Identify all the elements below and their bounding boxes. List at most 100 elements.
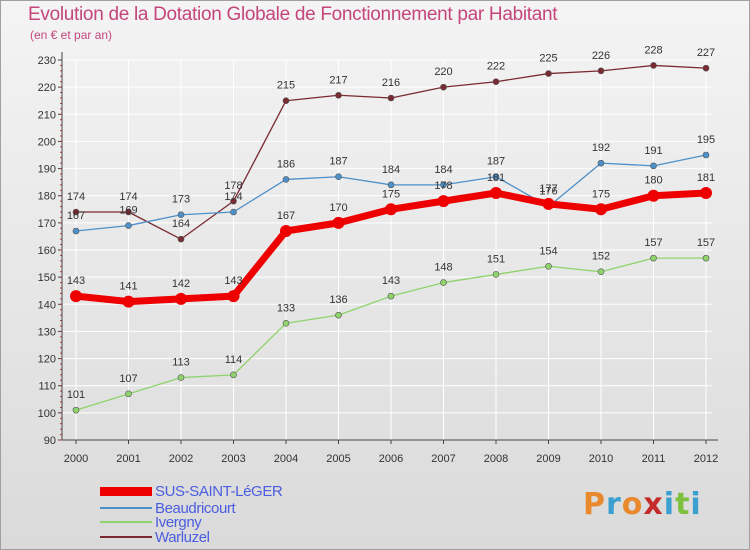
data-point — [72, 227, 80, 235]
data-point — [545, 262, 552, 270]
data-point — [650, 254, 657, 262]
y-tick-label: 150 — [38, 272, 56, 284]
data-label: 175 — [592, 188, 610, 200]
data-point — [230, 208, 237, 216]
logo-letter: P — [583, 487, 606, 522]
data-label: 167 — [277, 210, 295, 222]
data-label: 154 — [539, 245, 557, 257]
y-tick-label: 90 — [44, 435, 56, 447]
data-point — [72, 208, 80, 216]
x-tick-label: 2006 — [379, 453, 403, 465]
x-tick-label: 2000 — [64, 453, 88, 465]
x-tick-label: 2002 — [169, 453, 193, 465]
data-point — [280, 225, 292, 237]
legend-item-beaudricourt: Beaudricourt — [100, 499, 236, 517]
data-label: 148 — [434, 262, 452, 274]
x-tick-label: 2012 — [694, 453, 718, 465]
data-label: 141 — [119, 281, 137, 293]
data-point — [122, 295, 135, 308]
y-tick-label: 130 — [38, 326, 56, 338]
x-tick-label: 2011 — [642, 453, 666, 465]
x-tick-label: 2007 — [431, 453, 455, 465]
data-point — [175, 292, 187, 305]
data-label: 164 — [172, 218, 190, 230]
data-label: 167 — [67, 210, 85, 222]
x-tick-label: 2005 — [326, 453, 350, 465]
data-label: 143 — [382, 275, 400, 287]
data-label: 186 — [277, 158, 295, 170]
data-label: 184 — [382, 164, 400, 176]
data-point — [177, 235, 185, 243]
y-tick-label: 200 — [38, 136, 56, 148]
data-point — [647, 189, 660, 202]
data-point — [702, 64, 710, 72]
y-tick-label: 120 — [38, 354, 56, 366]
data-label: 152 — [592, 251, 610, 263]
data-label: 114 — [225, 354, 243, 366]
data-point — [440, 83, 447, 91]
data-label: 181 — [697, 172, 715, 184]
chart-title: Evolution de la Dotation Globale de Fonc… — [28, 4, 558, 25]
data-point — [230, 197, 237, 205]
data-point — [597, 67, 605, 75]
data-label: 169 — [119, 205, 137, 217]
data-point — [387, 181, 395, 189]
data-point — [230, 371, 237, 379]
legend-item-ivergny: Ivergny — [100, 513, 202, 531]
data-label: 101 — [67, 389, 85, 401]
data-label: 157 — [644, 237, 662, 249]
x-tick-label: 2009 — [536, 453, 560, 465]
y-tick-label: 100 — [38, 408, 56, 420]
y-tick-label: 180 — [38, 191, 56, 203]
data-point — [650, 162, 657, 170]
data-label: 228 — [644, 44, 662, 56]
legend-swatch — [100, 536, 152, 538]
data-point — [385, 203, 397, 216]
data-point — [597, 159, 605, 167]
data-point — [542, 197, 555, 210]
data-label: 170 — [329, 202, 347, 214]
data-point — [332, 216, 345, 229]
legend-label: Warluzel — [155, 528, 210, 546]
logo-letter: t — [675, 487, 691, 522]
data-point — [125, 222, 132, 229]
data-point — [282, 176, 290, 183]
data-label: 143 — [67, 275, 85, 287]
data-label: 184 — [434, 164, 452, 176]
data-point — [227, 290, 240, 303]
data-point — [437, 195, 450, 208]
logo-letter: r — [606, 487, 622, 522]
data-label: 142 — [172, 278, 190, 290]
y-tick-label: 230 — [38, 55, 56, 67]
data-point — [492, 78, 500, 86]
data-label: 173 — [172, 194, 190, 206]
data-point — [387, 292, 395, 300]
x-tick-label: 2004 — [274, 453, 298, 465]
data-point — [335, 311, 342, 319]
data-label: 157 — [697, 237, 715, 249]
x-tick-label: 2001 — [116, 453, 140, 465]
data-label: 217 — [329, 74, 347, 86]
data-point — [597, 268, 605, 276]
data-point — [282, 319, 290, 327]
data-point — [650, 62, 657, 69]
data-point — [70, 290, 82, 303]
data-label: 225 — [539, 53, 557, 65]
data-label: 174 — [224, 191, 242, 203]
data-label: 226 — [592, 50, 610, 62]
data-label: 216 — [382, 77, 400, 89]
data-point — [492, 173, 500, 181]
proxiti-logo: Proxiti — [583, 487, 702, 522]
legend-label: Beaudricourt — [155, 499, 236, 517]
y-tick-label: 210 — [38, 109, 56, 121]
data-point — [72, 406, 80, 414]
data-point — [387, 94, 395, 102]
legend-item-warluzel: Warluzel — [100, 528, 210, 546]
data-point — [702, 151, 710, 159]
y-tick-label: 160 — [38, 245, 56, 257]
data-label: 215 — [277, 80, 295, 92]
y-tick-label: 110 — [38, 381, 56, 393]
legend-label: Ivergny — [155, 513, 202, 531]
